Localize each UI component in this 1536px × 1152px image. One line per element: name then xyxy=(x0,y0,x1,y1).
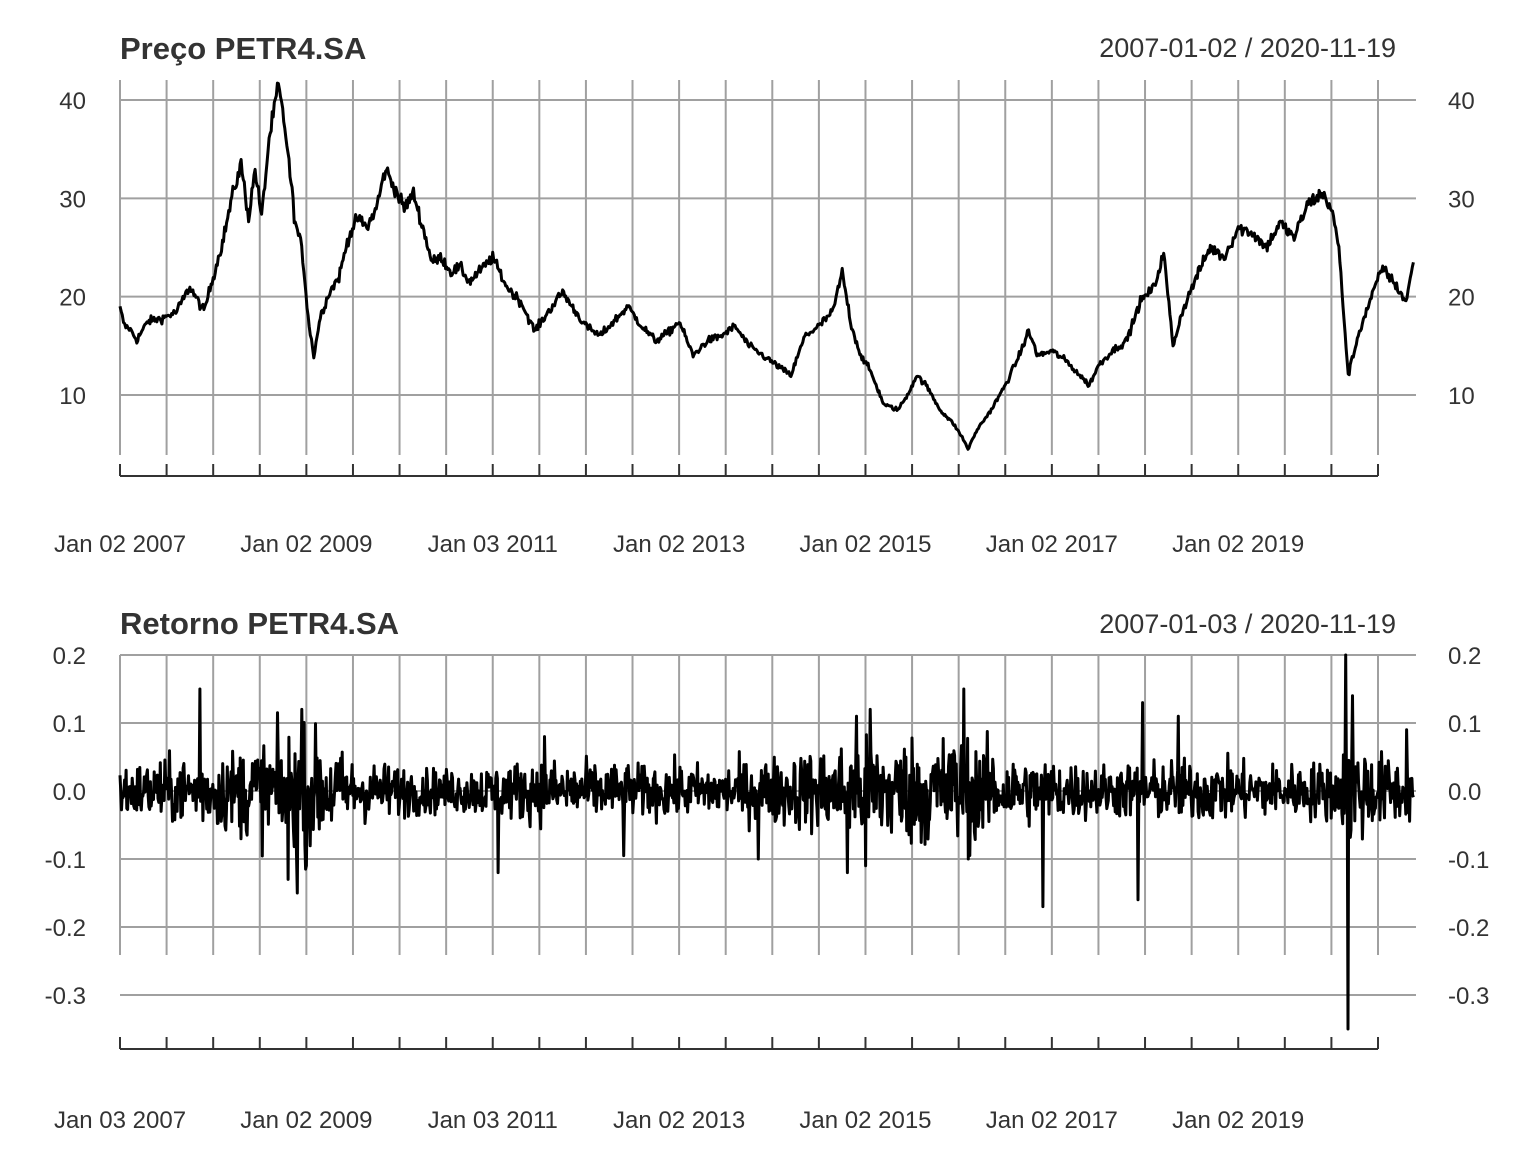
date-range-label: 2007-01-03 / 2020-11-19 xyxy=(1099,609,1396,639)
x-tick-label: Jan 02 2017 xyxy=(986,531,1118,558)
y-tick-label-left: 0.1 xyxy=(53,711,86,738)
price-series-line xyxy=(118,81,1415,451)
x-tick-label: Jan 02 2017 xyxy=(986,1107,1118,1134)
x-tick-label: Jan 02 2013 xyxy=(613,531,745,558)
y-tick-label-left: 0.0 xyxy=(53,779,86,806)
x-tick-label: Jan 02 2019 xyxy=(1172,531,1304,558)
y-tick-label-left: 20 xyxy=(59,285,86,312)
return-panel: Retorno PETR4.SA 2007-01-03 / 2020-11-19… xyxy=(45,606,1490,1134)
y-tick-label-right: -0.2 xyxy=(1448,915,1489,942)
x-tick-label: Jan 02 2007 xyxy=(54,531,186,558)
y-tick-label-right: 20 xyxy=(1448,285,1475,312)
return-series-line xyxy=(118,653,1415,1031)
y-tick-label-right: -0.3 xyxy=(1448,983,1489,1010)
x-tick-label: Jan 02 2013 xyxy=(613,1107,745,1134)
chart-title: Preço PETR4.SA xyxy=(120,31,366,66)
y-tick-label-left: 40 xyxy=(59,88,86,115)
y-tick-label-left: -0.2 xyxy=(45,915,86,942)
y-tick-label-right: -0.1 xyxy=(1448,847,1489,874)
y-tick-label-left: -0.1 xyxy=(45,847,86,874)
x-axis: Jan 02 2007 Jan 02 2009 Jan 03 2011 Jan 02 … xyxy=(54,464,1379,558)
y-tick-label-right: 40 xyxy=(1448,88,1475,115)
x-tick-label: Jan 03 2011 xyxy=(428,531,558,558)
x-tick-label: Jan 02 2015 xyxy=(799,531,931,558)
x-tick-label: Jan 03 2007 xyxy=(54,1107,186,1134)
y-tick-label-left: 0.2 xyxy=(53,643,86,670)
y-tick-label-right: 0.0 xyxy=(1448,779,1481,806)
chart-title: Retorno PETR4.SA xyxy=(120,606,399,641)
x-tick-label: Jan 02 2009 xyxy=(240,531,372,558)
y-axis-labels: 10 10 20 20 30 30 40 40 xyxy=(59,88,1474,410)
grid-lines xyxy=(119,80,1416,455)
x-tick-label: Jan 03 2011 xyxy=(428,1107,558,1134)
price-panel: Preço PETR4.SA 2007-01-02 / 2020-11-19 1… xyxy=(54,31,1475,558)
x-tick-label: Jan 02 2009 xyxy=(240,1107,372,1134)
y-axis-labels: -0.3 -0.3 -0.2 -0.2 -0.1 -0.1 0.0 0.0 0.1 0.1 0.2 0… xyxy=(45,643,1490,1010)
y-tick-label-right: 30 xyxy=(1448,186,1475,213)
x-axis: Jan 03 2007 Jan 02 2009 Jan 03 2011 Jan 02 … xyxy=(54,1037,1379,1134)
y-tick-label-right: 10 xyxy=(1448,383,1475,410)
y-tick-label-left: 10 xyxy=(59,383,86,410)
y-tick-label-left: -0.3 xyxy=(45,983,86,1010)
y-tick-label-right: 0.1 xyxy=(1448,711,1481,738)
x-tick-label: Jan 02 2019 xyxy=(1172,1107,1304,1134)
y-tick-label-left: 30 xyxy=(59,186,86,213)
x-tick-label: Jan 02 2015 xyxy=(799,1107,931,1134)
y-tick-label-right: 0.2 xyxy=(1448,643,1481,670)
date-range-label: 2007-01-02 / 2020-11-19 xyxy=(1099,33,1396,63)
